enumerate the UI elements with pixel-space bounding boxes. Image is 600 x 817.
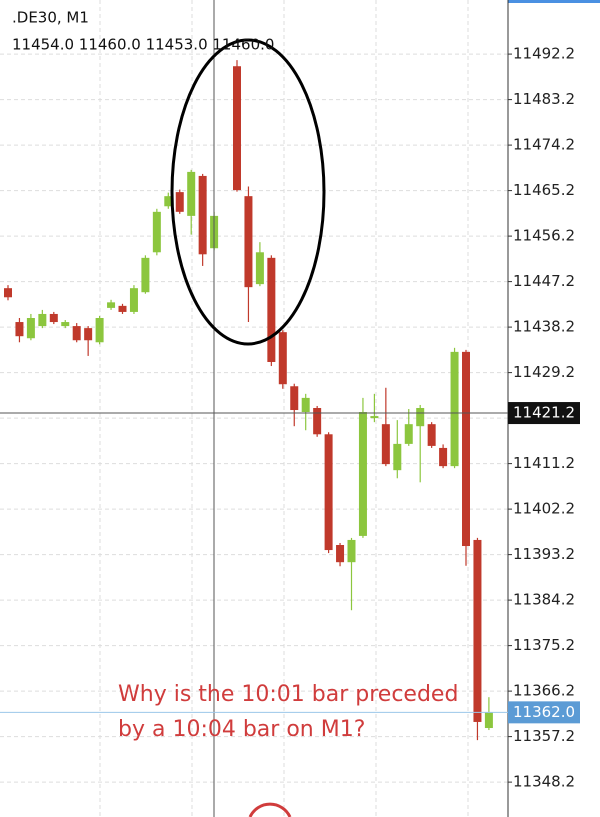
candle-body bbox=[358, 412, 367, 536]
candle-body bbox=[198, 175, 207, 255]
candle-body bbox=[107, 302, 116, 308]
candle-body bbox=[233, 66, 241, 191]
y-tick-label: 11483.2 bbox=[513, 90, 575, 108]
ohlc-header: 11454.0 11460.0 11453.0 11460.0 bbox=[12, 36, 274, 54]
candle-body bbox=[267, 257, 276, 362]
vertical-grid bbox=[99, 0, 469, 817]
candle-body bbox=[244, 196, 253, 288]
candle-body bbox=[72, 326, 81, 341]
candle-body bbox=[439, 447, 448, 467]
candle-body bbox=[336, 545, 345, 563]
price-labels: 11421.2 11362.0 bbox=[0, 402, 580, 724]
candle-body bbox=[484, 712, 493, 729]
grid: 11492.2 11483.2 11474.2 11465.2 11456.2 11447… bbox=[0, 45, 575, 791]
candle-body bbox=[175, 192, 184, 212]
candle-body bbox=[255, 252, 264, 285]
y-tick-label: 11456.2 bbox=[513, 227, 575, 245]
y-tick-label: 11447.2 bbox=[513, 272, 575, 290]
candle-body bbox=[416, 407, 425, 427]
y-tick-label: 11438.2 bbox=[513, 318, 575, 336]
y-tick-label: 11357.2 bbox=[513, 727, 575, 745]
y-tick-label: 11474.2 bbox=[513, 136, 575, 154]
top-bar bbox=[508, 0, 600, 3]
candle-body bbox=[450, 351, 459, 467]
candle-body bbox=[393, 443, 402, 471]
annotation: Why is the 10:01 bar preceded bbox=[118, 682, 458, 707]
current-price-label: 11362.0 bbox=[513, 703, 575, 721]
y-tick-label: 11465.2 bbox=[513, 181, 575, 199]
candle-body bbox=[49, 313, 58, 323]
chart-title: .DE30, M1 bbox=[12, 9, 89, 27]
y-tick-label: 11402.2 bbox=[513, 500, 575, 518]
candle-body bbox=[381, 424, 390, 465]
candle-body bbox=[118, 305, 127, 312]
candle-body bbox=[313, 407, 322, 435]
candle-body bbox=[164, 196, 173, 207]
candle-body bbox=[26, 318, 35, 339]
candle-body bbox=[290, 386, 299, 411]
candle-body bbox=[278, 332, 287, 385]
candle-body bbox=[141, 257, 150, 293]
y-tick-label: 11384.2 bbox=[513, 591, 575, 609]
candle-body bbox=[129, 288, 138, 312]
candle-body bbox=[152, 211, 161, 253]
y-tick-label: 11429.2 bbox=[513, 363, 575, 381]
candle-body bbox=[4, 288, 12, 298]
partial-circle bbox=[248, 802, 292, 817]
annotation: by a 10:04 bar on M1? bbox=[118, 717, 365, 742]
candle-body bbox=[95, 318, 104, 343]
candle-body bbox=[462, 351, 470, 547]
y-tick-label: 11411.2 bbox=[513, 454, 575, 472]
candles bbox=[4, 60, 493, 741]
candle-body bbox=[370, 416, 379, 419]
candle-body bbox=[38, 313, 47, 327]
y-tick-label: 11375.2 bbox=[513, 636, 575, 654]
y-tick-label: 11366.2 bbox=[513, 682, 575, 700]
candle-body bbox=[324, 434, 333, 551]
candle-body bbox=[427, 424, 436, 446]
crosshair-label-bg bbox=[508, 402, 580, 425]
candle-body bbox=[301, 397, 310, 413]
y-tick-label: 11492.2 bbox=[513, 45, 575, 63]
candle-body bbox=[15, 322, 24, 337]
candle-body bbox=[61, 322, 70, 327]
candle-body bbox=[347, 539, 356, 563]
crosshair-label: 11421.2 bbox=[513, 404, 575, 422]
candle-body bbox=[187, 171, 196, 216]
candle-body bbox=[404, 424, 413, 444]
highlight-ellipse bbox=[170, 38, 326, 346]
y-tick-label: 11348.2 bbox=[513, 773, 575, 791]
candle-body bbox=[473, 539, 482, 722]
current-price-bg bbox=[508, 701, 580, 724]
candle-body bbox=[84, 328, 93, 341]
y-tick-label: 11393.2 bbox=[513, 545, 575, 563]
